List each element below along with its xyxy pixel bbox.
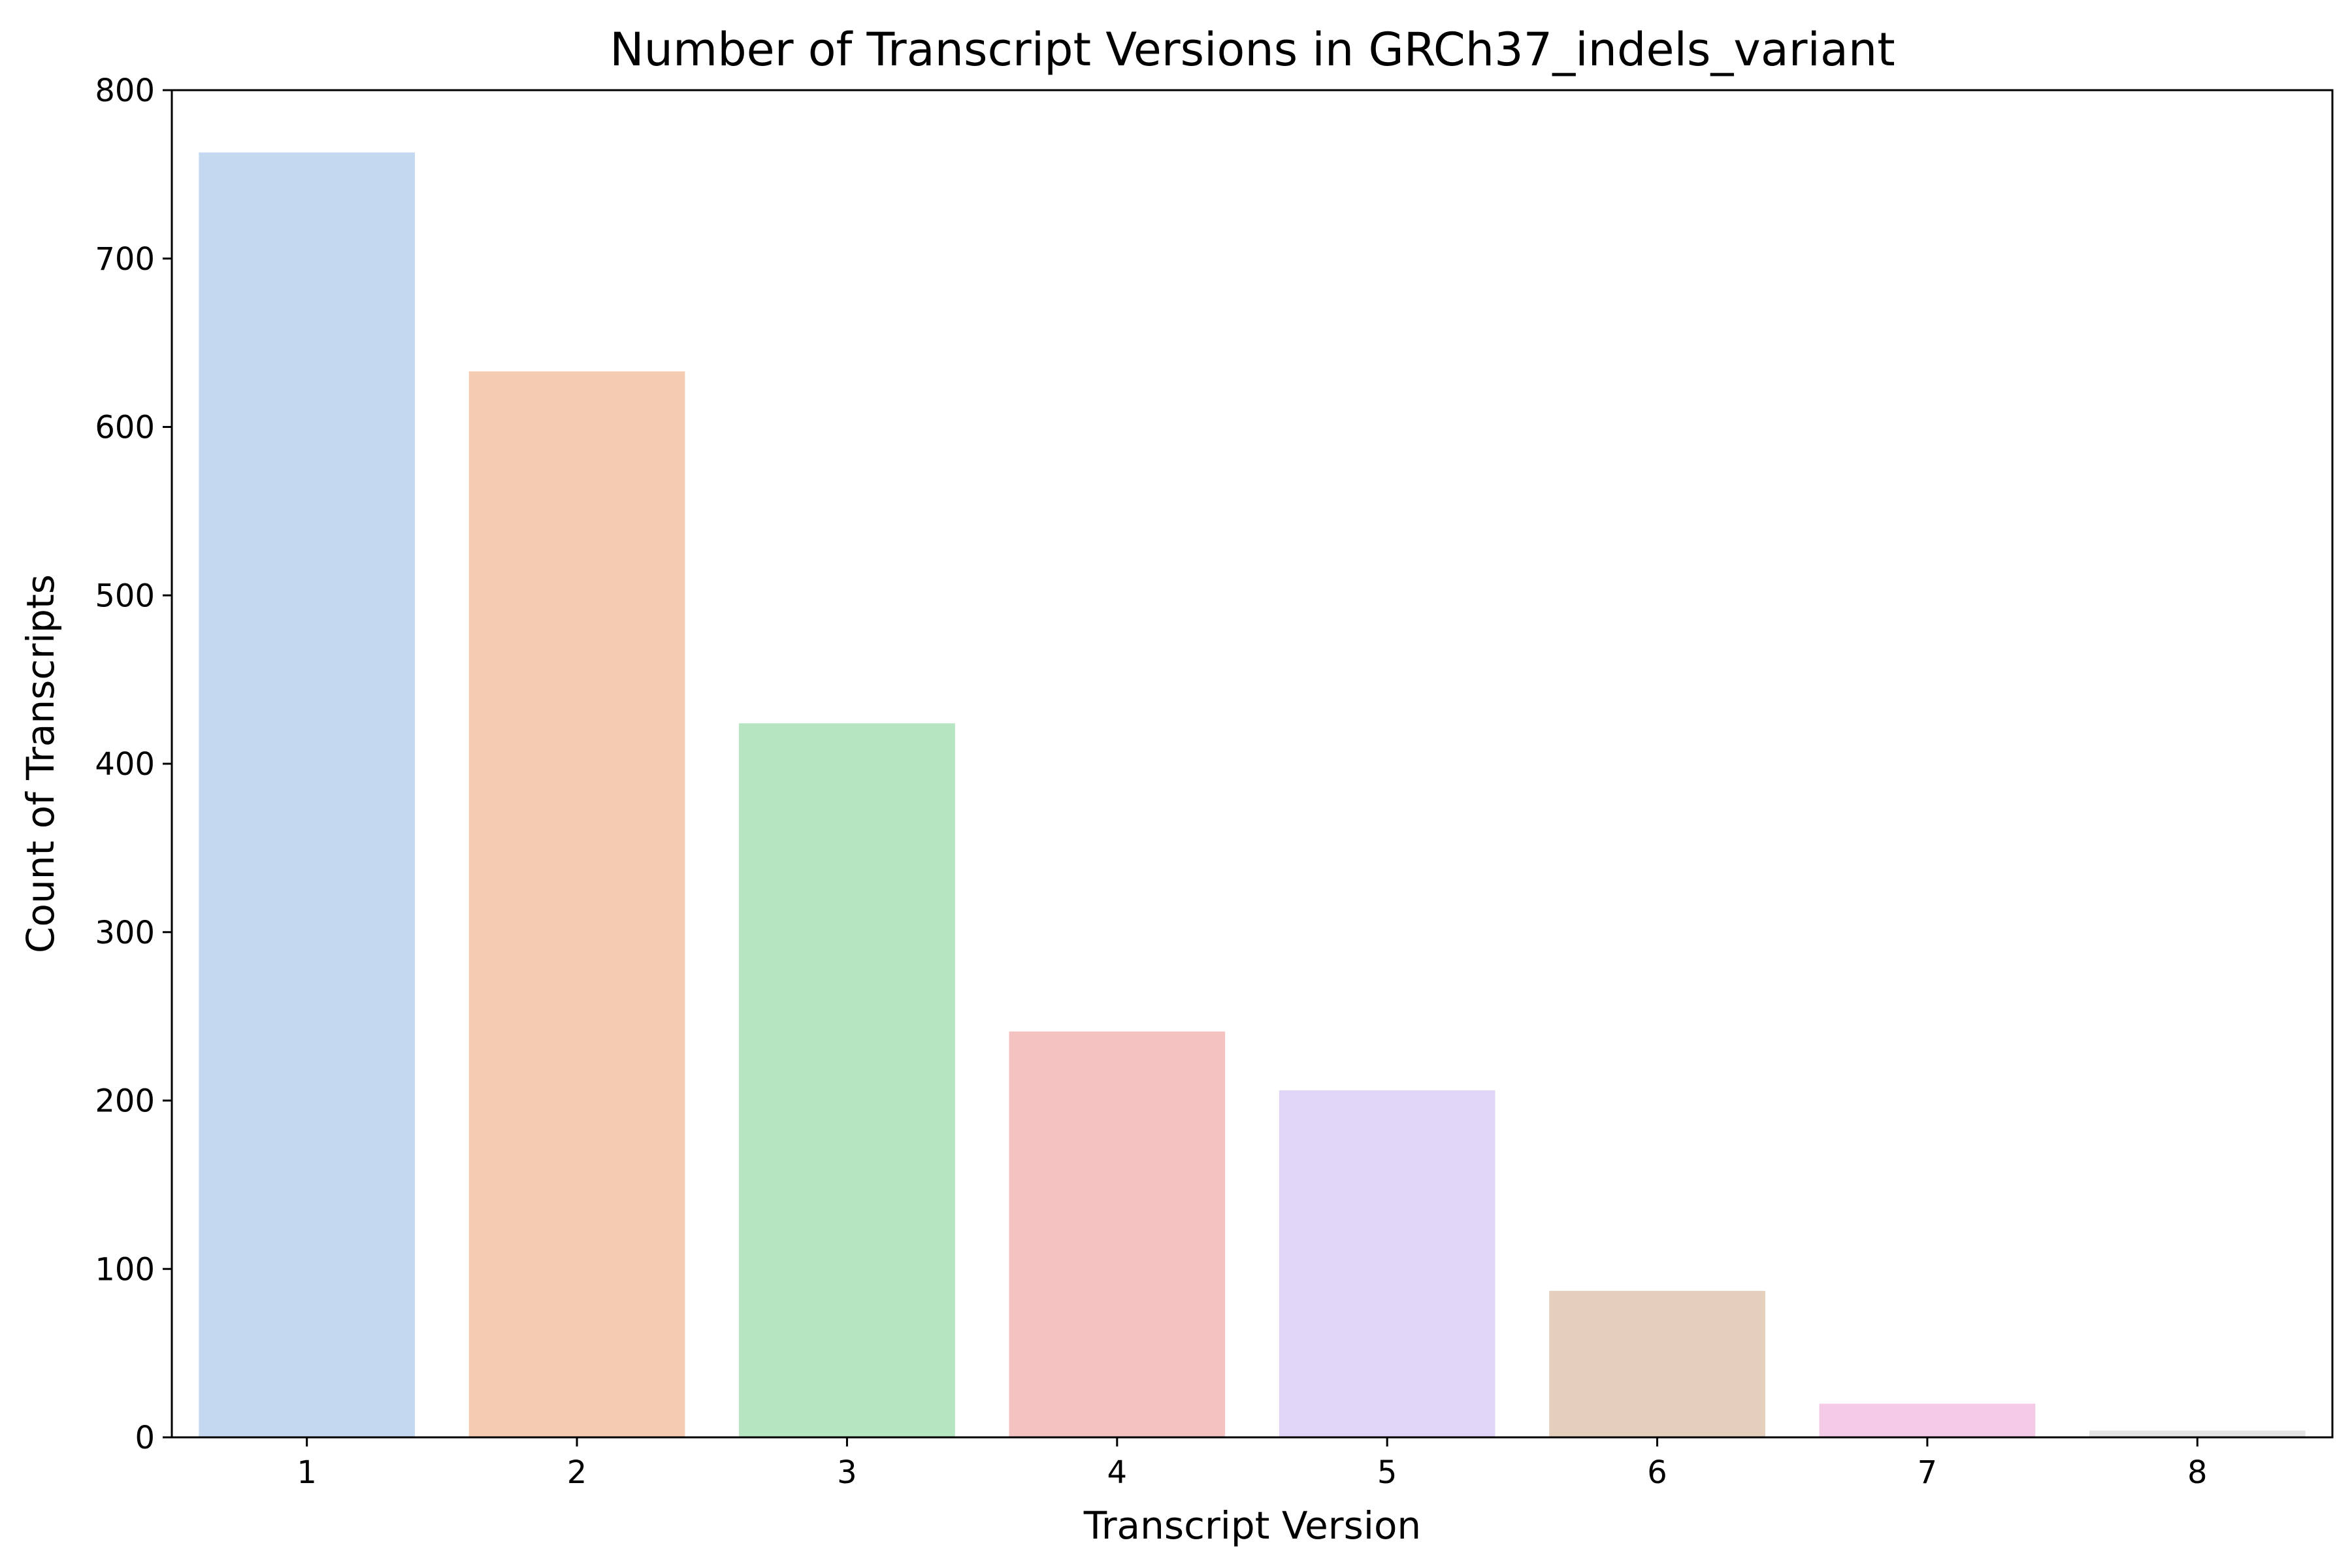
- y-tick-label: 0: [135, 1420, 155, 1456]
- bar-5: [1279, 1090, 1495, 1437]
- y-axis: 0 100 200 300 400 500 600 700 800: [95, 73, 172, 1456]
- x-tick-label: 3: [837, 1454, 857, 1491]
- x-tick-label: 1: [297, 1454, 317, 1491]
- chart-title: Number of Transcript Versions in GRCh37_…: [610, 23, 1895, 76]
- bar-7: [1819, 1403, 2036, 1437]
- y-tick-label: 600: [95, 410, 155, 446]
- bar-4: [1009, 1031, 1226, 1437]
- x-tick-label: 5: [1377, 1454, 1397, 1491]
- y-tick-label: 300: [95, 915, 155, 951]
- y-tick-label: 700: [95, 241, 155, 278]
- bars-group: [199, 152, 2306, 1438]
- bar-2: [468, 371, 685, 1437]
- bar-3: [739, 723, 955, 1437]
- x-tick-label: 4: [1107, 1454, 1128, 1491]
- bar-8: [2089, 1430, 2306, 1437]
- bar-6: [1549, 1290, 1765, 1437]
- y-tick-label: 500: [95, 578, 155, 614]
- y-tick-label: 200: [95, 1083, 155, 1120]
- x-tick-label: 8: [2187, 1454, 2208, 1491]
- y-tick-label: 400: [95, 746, 155, 783]
- x-axis: 1 2 3 4 5 6 7 8: [297, 1437, 2208, 1491]
- y-axis-title: Count of Transcripts: [18, 574, 63, 953]
- x-tick-label: 2: [567, 1454, 587, 1491]
- x-tick-label: 6: [1647, 1454, 1667, 1491]
- y-tick-label: 100: [95, 1251, 155, 1288]
- x-axis-title: Transcript Version: [1083, 1503, 1421, 1548]
- y-tick-label: 800: [95, 73, 155, 109]
- x-tick-label: 7: [1918, 1454, 1938, 1491]
- bar-1: [199, 152, 416, 1438]
